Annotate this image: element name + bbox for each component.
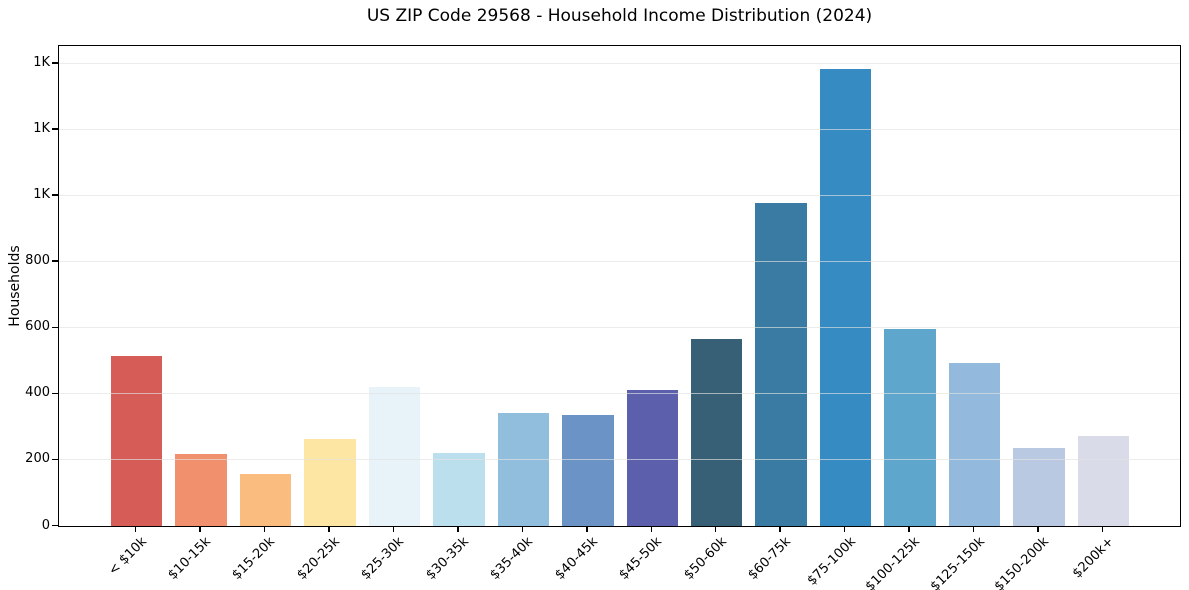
bar-15: [1013, 448, 1065, 526]
x-tick-mark: [843, 527, 846, 532]
y-tick-label: 200: [25, 451, 50, 467]
gridline: [59, 62, 1180, 64]
x-tick-mark: [1101, 527, 1104, 532]
y-tick-mark: [52, 524, 58, 527]
bar-2: [175, 454, 227, 526]
bar-11: [755, 202, 807, 526]
y-tick-mark: [52, 458, 58, 461]
bar-9: [626, 389, 678, 526]
y-tick-label: 0: [41, 517, 50, 533]
y-tick-label: 400: [25, 385, 50, 401]
y-tick-label: 1K: [33, 55, 50, 71]
y-tick-label: 1K: [33, 187, 50, 203]
gridline: [59, 458, 1180, 460]
bar-8: [562, 414, 614, 526]
bar-3: [239, 474, 292, 526]
x-tick-mark: [521, 527, 524, 532]
x-tick-mark: [263, 527, 266, 532]
x-tick-mark: [972, 527, 975, 532]
y-tick-mark: [52, 62, 58, 64]
x-tick-mark: [908, 527, 910, 532]
x-tick-mark: [650, 527, 652, 532]
x-tick-mark: [779, 527, 781, 532]
x-tick-mark: [457, 527, 459, 532]
y-tick-mark: [52, 326, 58, 329]
x-tick-mark: [1037, 527, 1039, 532]
y-tick-label: 600: [25, 319, 50, 335]
y-tick-label: 800: [25, 253, 50, 269]
gridline: [59, 326, 1180, 328]
gridline: [59, 128, 1180, 130]
chart-title: US ZIP Code 29568 - Household Income Dis…: [366, 6, 873, 26]
bar-14: [948, 363, 1001, 526]
x-tick-mark: [134, 527, 137, 532]
x-tick-mark: [586, 527, 588, 532]
bar-16: [1077, 435, 1130, 526]
bar-10: [690, 339, 743, 526]
x-tick-mark: [328, 527, 330, 532]
bar-6: [433, 453, 485, 526]
x-tick-label: < $10k: [105, 534, 150, 579]
y-tick-mark: [52, 128, 58, 130]
bar-5: [368, 387, 421, 526]
bar-7: [497, 412, 550, 526]
plot-area: [58, 45, 1181, 527]
x-tick-mark: [714, 527, 717, 532]
bar-1: [110, 356, 163, 526]
y-tick-mark: [52, 260, 58, 262]
y-tick-label: 1K: [33, 121, 50, 137]
y-tick-mark: [52, 392, 58, 395]
gridline: [59, 392, 1180, 394]
gridline: [59, 194, 1180, 196]
bar-4: [304, 439, 356, 526]
x-tick-mark: [392, 527, 395, 532]
bar-12: [819, 68, 872, 526]
y-tick-mark: [52, 194, 58, 196]
x-tick-mark: [199, 527, 201, 532]
bar-13: [884, 329, 936, 526]
gridline: [59, 260, 1180, 262]
